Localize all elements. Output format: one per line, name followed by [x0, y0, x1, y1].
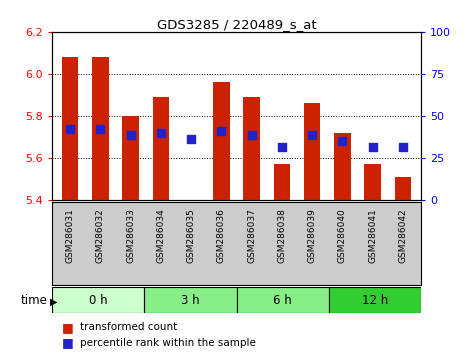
Bar	[92, 57, 109, 200]
Text: 6 h: 6 h	[273, 293, 292, 307]
Bar	[329, 287, 421, 313]
Text: GSM286033: GSM286033	[126, 209, 135, 263]
Text: GSM286041: GSM286041	[368, 209, 377, 263]
Bar	[304, 103, 320, 200]
Text: GSM286035: GSM286035	[187, 209, 196, 263]
Text: GSM286038: GSM286038	[277, 209, 286, 263]
Point	[157, 130, 165, 136]
Text: percentile rank within the sample: percentile rank within the sample	[80, 338, 256, 348]
Point	[339, 138, 346, 144]
Point	[96, 126, 104, 131]
Point	[278, 145, 286, 150]
Text: GSM286040: GSM286040	[338, 209, 347, 263]
Bar	[213, 82, 230, 200]
Bar	[144, 287, 236, 313]
Point	[399, 145, 407, 150]
Text: GSM286039: GSM286039	[307, 209, 316, 263]
Text: GDS3285 / 220489_s_at: GDS3285 / 220489_s_at	[157, 18, 316, 31]
Text: GSM286037: GSM286037	[247, 209, 256, 263]
Text: GSM286034: GSM286034	[157, 209, 166, 263]
Bar	[236, 287, 329, 313]
Point	[127, 132, 134, 138]
Point	[308, 132, 316, 138]
Text: 3 h: 3 h	[181, 293, 200, 307]
Text: ■: ■	[61, 321, 73, 334]
Bar	[123, 116, 139, 200]
Point	[218, 128, 225, 133]
Bar	[153, 97, 169, 200]
Bar	[334, 133, 350, 200]
Point	[369, 145, 377, 150]
Bar	[52, 287, 144, 313]
Point	[187, 136, 195, 142]
Bar	[394, 177, 411, 200]
Bar	[62, 57, 79, 200]
Point	[66, 126, 74, 131]
Text: time: time	[20, 293, 47, 307]
Text: ■: ■	[61, 336, 73, 349]
Text: GSM286032: GSM286032	[96, 209, 105, 263]
Text: GSM286031: GSM286031	[66, 209, 75, 263]
Text: GSM286036: GSM286036	[217, 209, 226, 263]
Bar	[364, 164, 381, 200]
Text: 0 h: 0 h	[89, 293, 107, 307]
Bar	[273, 164, 290, 200]
Bar	[243, 97, 260, 200]
Text: transformed count: transformed count	[80, 322, 178, 332]
Point	[248, 132, 255, 138]
Text: 12 h: 12 h	[362, 293, 388, 307]
Text: GSM286042: GSM286042	[398, 209, 407, 263]
Text: ▶: ▶	[50, 297, 57, 307]
